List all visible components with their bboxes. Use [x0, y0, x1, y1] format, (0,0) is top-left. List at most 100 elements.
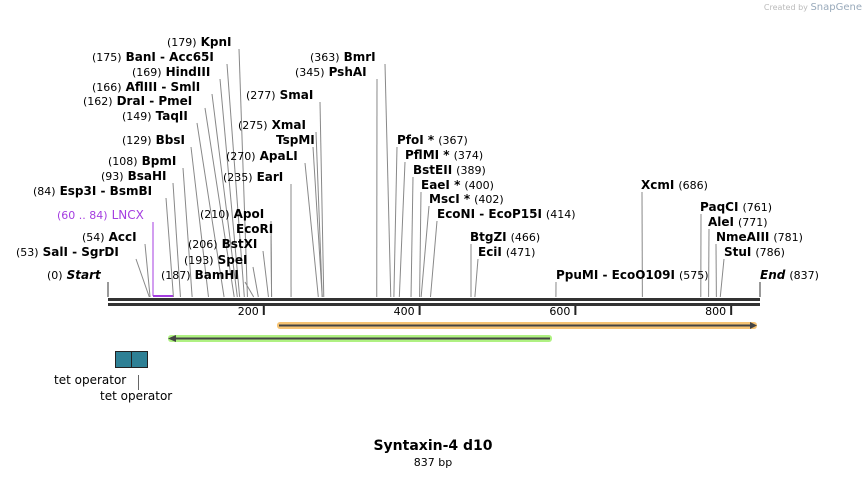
- tick-label: 800: [705, 305, 727, 318]
- enzyme-name: Esp3I - BsmBI: [59, 184, 153, 198]
- enzyme-name: BpmI: [141, 154, 177, 168]
- site-line: [190, 146, 209, 298]
- site-label-bani-acc65i[interactable]: (175) BanI - Acc65I: [88, 50, 214, 65]
- site-position: (129): [122, 134, 152, 147]
- enzyme-name: StuI: [724, 245, 752, 259]
- site-line: [172, 182, 181, 298]
- site-position: (193): [184, 254, 214, 267]
- site-label-eaei[interactable]: EaeI * (400): [421, 178, 498, 193]
- site-label-start[interactable]: (0) Start: [43, 268, 101, 283]
- site-line: [252, 266, 259, 298]
- site-label-esp3i-bsmbi[interactable]: (84) Esp3I - BsmBI: [29, 184, 152, 199]
- site-position: (471): [505, 246, 536, 259]
- enzyme-name: EaeI *: [421, 178, 461, 192]
- site-label-msci[interactable]: MscI * (402): [429, 192, 508, 207]
- enzyme-name: SmaI: [279, 88, 314, 102]
- site-label-smai[interactable]: (277) SmaI: [242, 88, 313, 103]
- tet-operator-box-2[interactable]: [131, 351, 148, 368]
- site-lines: [107, 48, 761, 298]
- site-position: (179): [167, 36, 197, 49]
- site-label-hindiii[interactable]: (169) HindIII: [128, 65, 210, 80]
- enzyme-name: ApaLI: [259, 149, 298, 163]
- site-position: (389): [456, 164, 486, 177]
- site-label-eari[interactable]: (235) EarI: [219, 170, 283, 185]
- site-line: [419, 191, 422, 298]
- site-label-ecori[interactable]: EcoRI: [228, 222, 273, 237]
- site-label-ecii[interactable]: EciI (471): [478, 245, 539, 260]
- site-position: (367): [438, 134, 468, 147]
- enzyme-name: SalI - SgrDI: [42, 245, 119, 259]
- site-label-spei[interactable]: (193) SpeI: [180, 253, 247, 268]
- site-label-apoi[interactable]: (210) ApoI: [196, 207, 264, 222]
- site-position: (149): [122, 110, 152, 123]
- tick-label: 600: [549, 305, 571, 318]
- enzyme-name: PfoI *: [397, 133, 435, 147]
- site-line: [262, 250, 269, 298]
- feature-label-tet-operator-1[interactable]: tet operator: [54, 373, 127, 387]
- site-position: (175): [92, 51, 122, 64]
- site-label-bmri[interactable]: (363) BmrI: [306, 50, 376, 65]
- site-label-alei[interactable]: AleI (771): [708, 215, 772, 230]
- site-label-btgzi[interactable]: BtgZI (466): [470, 230, 544, 245]
- tet-operator-box-1[interactable]: [115, 351, 132, 368]
- site-line: [319, 101, 325, 298]
- site-label-bpmi[interactable]: (108) BpmI: [104, 154, 176, 169]
- enzyme-name: BamHI: [194, 268, 239, 282]
- site-position: (0): [47, 269, 63, 282]
- orf-forward[interactable]: [277, 322, 757, 329]
- site-label-xcmi[interactable]: XcmI (686): [641, 178, 712, 193]
- site-label-bbsi[interactable]: (129) BbsI: [118, 133, 185, 148]
- site-label-pflmi[interactable]: PflMI * (374): [405, 148, 487, 163]
- site-label-sali-sgrdi[interactable]: (53) SalI - SgrDI: [12, 245, 119, 260]
- site-label-taqii[interactable]: (149) TaqII: [118, 109, 188, 124]
- site-position: (108): [108, 155, 138, 168]
- site-position: (235): [223, 171, 253, 184]
- enzyme-name: BmrI: [343, 50, 376, 64]
- site-label-pfoi[interactable]: PfoI * (367): [397, 133, 472, 148]
- site-label-tspmi[interactable]: TspMI: [268, 133, 315, 148]
- site-label-bsahi[interactable]: (93) BsaHI: [97, 169, 167, 184]
- enzyme-name: XcmI: [641, 178, 675, 192]
- site-label-acci[interactable]: (54) AccI: [78, 230, 137, 245]
- site-line: [719, 258, 725, 298]
- site-position: (187): [161, 269, 191, 282]
- site-position: (277): [246, 89, 276, 102]
- site-label-afliii-smli[interactable]: (166) AflIII - SmlI: [88, 80, 200, 95]
- site-position: (270): [226, 150, 256, 163]
- site-label-xmai[interactable]: (275) XmaI: [234, 118, 306, 133]
- site-line: [226, 63, 245, 298]
- site-position: (166): [92, 81, 122, 94]
- site-label-drai-pmei[interactable]: (162) DraI - PmeI: [79, 94, 192, 109]
- site-label-bamhi[interactable]: (187) BamHI: [157, 268, 239, 283]
- site-line: [165, 197, 174, 298]
- enzyme-name: BsaHI: [127, 169, 167, 183]
- site-label-pshai[interactable]: (345) PshAI: [291, 65, 367, 80]
- enzyme-name: PshAI: [328, 65, 367, 79]
- site-label-bstxi[interactable]: (206) BstXI: [184, 237, 257, 252]
- site-label-paqci[interactable]: PaqCI (761): [700, 200, 776, 215]
- site-label-bsteii[interactable]: BstEII (389): [413, 163, 490, 178]
- enzyme-name: BanI - Acc65I: [125, 50, 214, 64]
- site-label-apali[interactable]: (270) ApaLI: [222, 149, 298, 164]
- site-label-kpni[interactable]: (179) KpnI: [163, 35, 232, 50]
- site-label-ppumi-ecoo109i[interactable]: PpuMI - EcoO109I (575): [556, 268, 713, 283]
- site-line: [244, 281, 255, 298]
- site-position: (374): [453, 149, 484, 162]
- enzyme-name: AleI: [708, 215, 735, 229]
- site-position: (54): [82, 231, 105, 244]
- site-label-econi-ecop15i[interactable]: EcoNI - EcoP15I (414): [437, 207, 580, 222]
- site-line: [211, 93, 238, 298]
- site-line: [393, 146, 398, 298]
- feature-label-tet-operator-2[interactable]: tet operator: [100, 389, 173, 403]
- site-label-stui[interactable]: StuI (786): [724, 245, 789, 260]
- enzyme-name: BtgZI: [470, 230, 507, 244]
- feature-label-lncx[interactable]: (60 .. 84) LNCX: [53, 208, 144, 223]
- bottom-strand: [108, 303, 760, 306]
- site-label-nmeaiii[interactable]: NmeAIII (781): [716, 230, 807, 245]
- site-line: [304, 162, 319, 298]
- site-label-end[interactable]: End (837): [760, 268, 823, 283]
- tick-mark: [574, 306, 577, 315]
- site-line: [410, 176, 414, 298]
- orf-reverse[interactable]: [168, 335, 552, 342]
- site-line: [182, 167, 193, 298]
